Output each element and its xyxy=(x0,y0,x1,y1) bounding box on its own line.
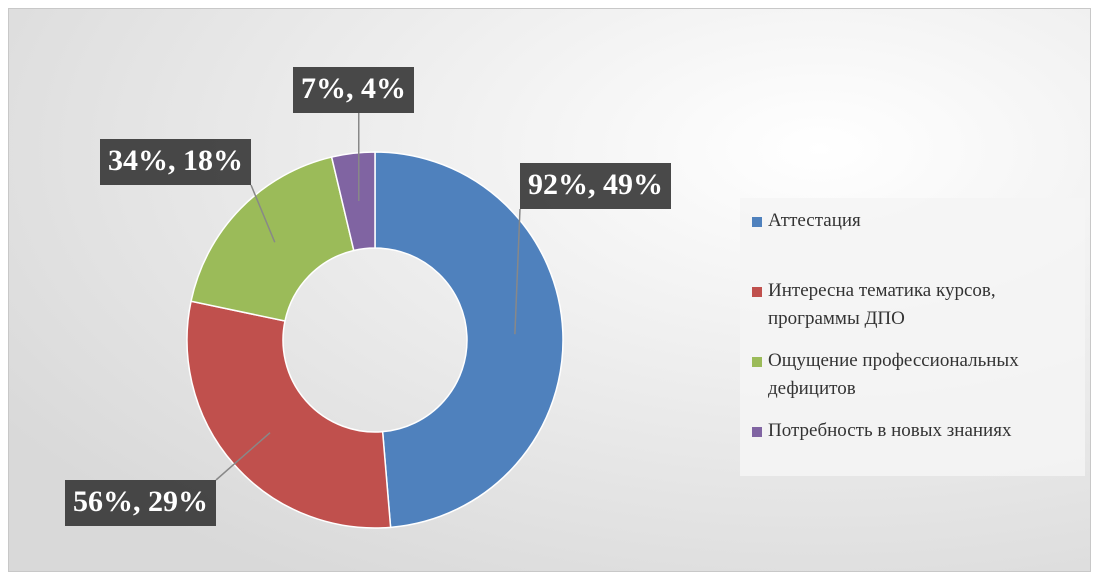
legend-label: Потребность в новых знаниях xyxy=(768,420,1012,441)
data-label-text: 56%, 29% xyxy=(73,485,208,518)
leader-line xyxy=(250,184,276,243)
data-label: 56%, 29% xyxy=(65,480,216,526)
data-label: 34%, 18% xyxy=(100,139,251,185)
legend-label: Аттестация xyxy=(768,210,861,231)
data-label-text: 92%, 49% xyxy=(528,168,663,201)
legend-box xyxy=(740,198,1085,476)
donut-slice xyxy=(330,151,376,252)
data-label-box xyxy=(100,139,251,185)
legend-swatch xyxy=(752,427,762,437)
data-label-box xyxy=(520,163,671,209)
data-label-text: 34%, 18% xyxy=(108,144,243,177)
data-label-box xyxy=(65,480,216,526)
legend-swatch xyxy=(752,357,762,367)
leader-line xyxy=(215,432,271,481)
data-label: 7%, 4% xyxy=(293,67,414,113)
data-label: 92%, 49% xyxy=(520,163,671,209)
donut-slice xyxy=(186,300,392,529)
data-label-box xyxy=(293,67,414,113)
data-label-text: 7%, 4% xyxy=(301,72,406,105)
donut-slice xyxy=(190,156,355,322)
legend-label: Ощущение профессиональных дефицитов xyxy=(768,350,1019,399)
legend-swatch xyxy=(752,217,762,227)
legend-swatch xyxy=(752,287,762,297)
donut-slice xyxy=(374,151,564,529)
leader-line xyxy=(514,208,521,335)
legend-label: Интересна тематика курсов, программы ДПО xyxy=(768,280,996,329)
